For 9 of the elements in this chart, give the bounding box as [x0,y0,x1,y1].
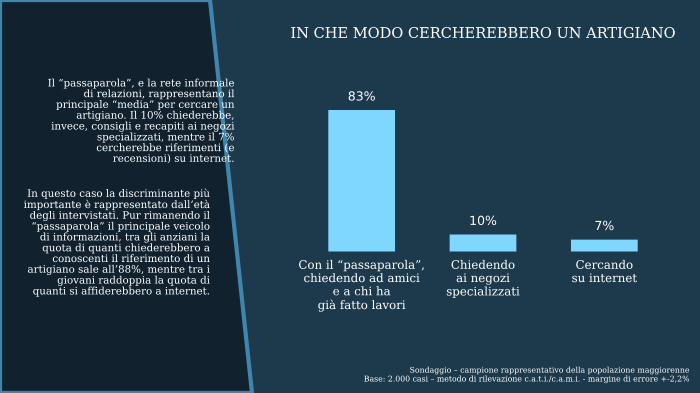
data-label: 10% [470,216,496,226]
data-label: 83% [348,91,375,101]
chart-title: IN CHE MODO CERCHEREBBERO UN ARTIGIANO [291,26,675,38]
text: Il “passaparola”, e la rete informale di relazioni, rappresentano il principale “media” per cercare un artigiano. Il 10% chiederebbe, invece, consigli e recapiti ai negozi specializzati, mentre il 7% cercherebbe riferimenti (e recensioni) su internet. [48,78,234,164]
text: In questo caso la discriminante più importante è rappresentato dall’età degli intervistati. Pur rimanendo il “passaparola” il principale veicolo di informazioni, tra gli anziani la quota di quanti chiederebbero a conoscenti il riferimento di un artigiano sale all’88%, mentre tra i giovani raddoppia la quota di quanti si affiderebbero a internet. [24,188,210,297]
data-label: 7% [595,220,614,230]
x-tick-label: Con il “passaparola”, chiedendo ad amici e a chi ha già fatto lavori [299,260,424,312]
x-tick-label: Cercando su internet [572,260,637,282]
x-tick-label: Chiedendo ai negozi specializzati [446,260,520,298]
